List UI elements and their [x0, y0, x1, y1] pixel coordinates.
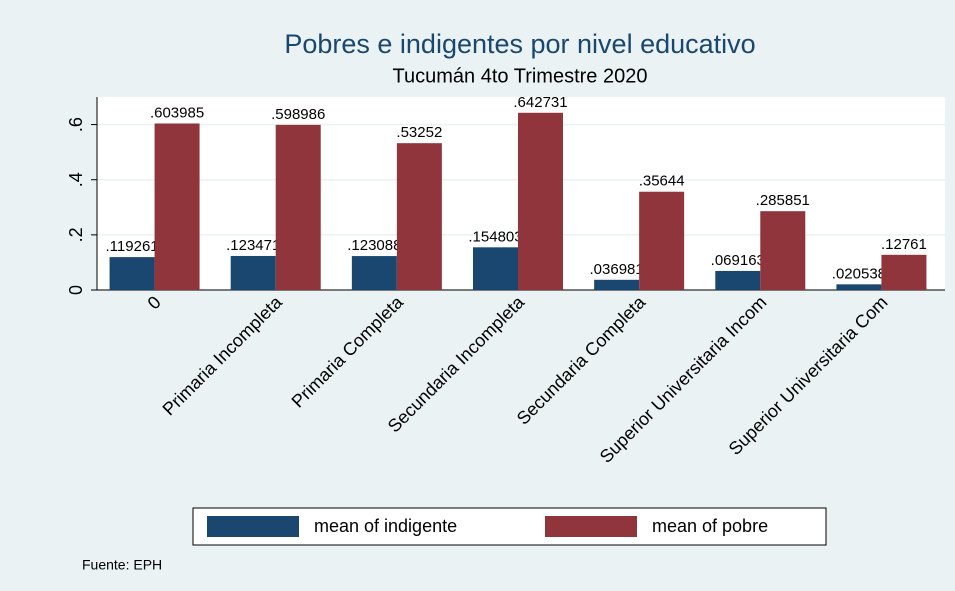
- bar: [351, 256, 397, 290]
- bar: [154, 123, 200, 290]
- chart-title: Pobres e indigentes por nivel educativo: [284, 29, 755, 59]
- bar: [639, 191, 685, 290]
- value-label: .020538: [832, 265, 886, 282]
- bar: [836, 284, 882, 290]
- value-label: .154803: [468, 228, 522, 245]
- value-label: .642731: [513, 94, 567, 111]
- value-label: .603985: [150, 104, 204, 121]
- value-label: .53252: [396, 124, 442, 141]
- value-label: .598986: [271, 106, 325, 123]
- legend-swatch: [207, 516, 299, 537]
- y-tick-label: 0: [66, 285, 86, 295]
- legend-label: mean of indigente: [314, 516, 457, 536]
- bar: [518, 112, 563, 290]
- bar: [760, 211, 806, 290]
- value-label: .285851: [756, 192, 810, 209]
- bar: [396, 143, 442, 290]
- legend-label: mean of pobre: [652, 516, 768, 536]
- legend-swatch: [545, 516, 637, 537]
- y-tick-label: .2: [66, 227, 86, 242]
- value-label: .123088: [347, 237, 401, 254]
- chart-subtitle: Tucumán 4to Trimestre 2020: [393, 65, 648, 87]
- source-note: Fuente: EPH: [82, 557, 162, 573]
- bar: [715, 270, 761, 290]
- bar: [275, 124, 321, 290]
- value-label: .12761: [881, 236, 927, 253]
- value-label: .123471: [226, 237, 280, 254]
- value-label: .036981: [590, 261, 644, 278]
- value-label: .069163: [711, 252, 765, 269]
- y-tick-label: .4: [66, 172, 86, 187]
- value-label: .119261: [106, 238, 159, 255]
- bar: [881, 254, 927, 290]
- bar: [230, 255, 276, 290]
- y-tick-label: .6: [66, 117, 86, 132]
- bar: [109, 257, 155, 290]
- value-label: .35644: [639, 173, 685, 190]
- bar: [473, 247, 518, 290]
- bar: [594, 279, 640, 290]
